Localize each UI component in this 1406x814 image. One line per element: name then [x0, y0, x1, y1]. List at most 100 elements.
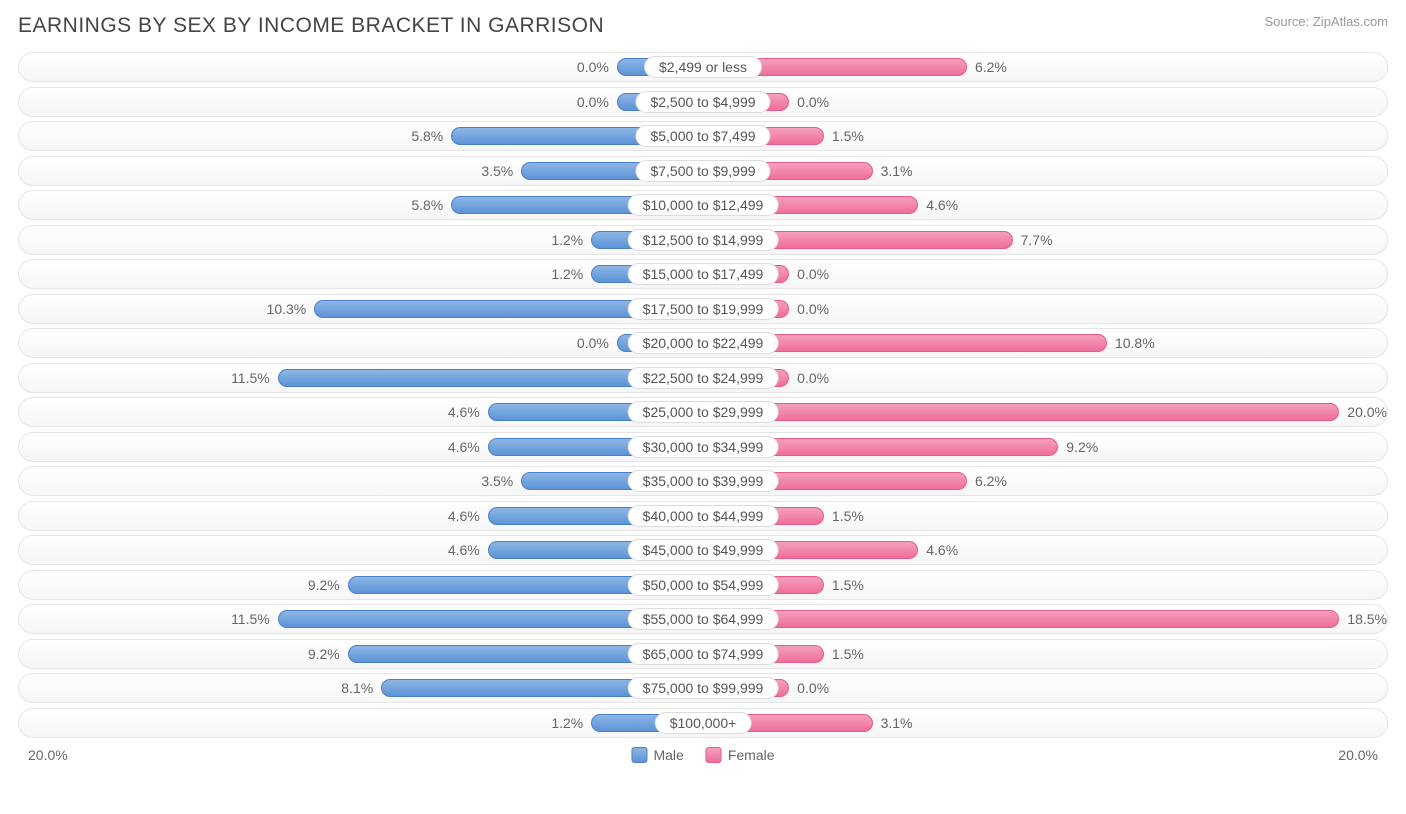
- bracket-label: $50,000 to $54,999: [628, 574, 779, 596]
- male-half: 11.5%: [19, 364, 703, 392]
- female-pct-label: 0.0%: [797, 266, 829, 282]
- chart-row: 4.6%1.5%$40,000 to $44,999: [18, 501, 1388, 531]
- female-pct-label: 9.2%: [1066, 439, 1098, 455]
- chart-row: 5.8% 1.5%$5,000 to $7,499: [18, 121, 1388, 151]
- female-pct-label: 0.0%: [797, 94, 829, 110]
- legend-item-male: Male: [631, 747, 683, 763]
- swatch-female-icon: [706, 747, 722, 763]
- chart-row: 8.1%0.0%$75,000 to $99,999: [18, 673, 1388, 703]
- male-pct-label: 1.2%: [551, 266, 583, 282]
- female-pct-label: 3.1%: [881, 163, 913, 179]
- male-pct-label: 0.0%: [577, 59, 609, 75]
- male-half: 0.0%: [19, 53, 703, 81]
- female-half: 1.5%: [703, 571, 1387, 599]
- chart-row: 11.5%0.0%$22,500 to $24,999: [18, 363, 1388, 393]
- bracket-label: $55,000 to $64,999: [628, 608, 779, 630]
- chart-row: 1.2% 0.0% $15,000 to $17,499: [18, 259, 1388, 289]
- male-pct-label: 8.1%: [341, 680, 373, 696]
- female-half: 0.0%: [703, 364, 1387, 392]
- male-half: 5.8%: [19, 122, 703, 150]
- male-half: 4.6%: [19, 433, 703, 461]
- female-pct-label: 0.0%: [797, 370, 829, 386]
- chart-source: Source: ZipAtlas.com: [1264, 14, 1388, 29]
- male-half: 0.0%: [19, 329, 703, 357]
- legend-male-label: Male: [653, 747, 683, 763]
- female-half: 9.2%: [703, 433, 1387, 461]
- chart-area: 0.0%6.2%$2,499 or less0.0%0.0%$2,500 to …: [18, 52, 1388, 738]
- female-pct-label: 1.5%: [832, 577, 864, 593]
- male-half: 5.8%: [19, 191, 703, 219]
- male-pct-label: 3.5%: [481, 473, 513, 489]
- male-pct-label: 0.0%: [577, 335, 609, 351]
- chart-row: 3.5%6.2%$35,000 to $39,999: [18, 466, 1388, 496]
- female-pct-label: 6.2%: [975, 473, 1007, 489]
- female-pct-label: 20.0%: [1347, 404, 1387, 420]
- female-pct-label: 6.2%: [975, 59, 1007, 75]
- male-pct-label: 4.6%: [448, 439, 480, 455]
- bracket-label: $7,500 to $9,999: [635, 160, 770, 182]
- female-half: 18.5%: [703, 605, 1387, 633]
- chart-row: 9.2% 1.5% $50,000 to $54,999: [18, 570, 1388, 600]
- bracket-label: $100,000+: [655, 712, 752, 734]
- male-half: 1.2%: [19, 260, 703, 288]
- male-pct-label: 11.5%: [231, 370, 270, 386]
- male-pct-label: 10.3%: [267, 301, 307, 317]
- bracket-label: $17,500 to $19,999: [628, 298, 779, 320]
- female-half: 7.7%: [703, 226, 1387, 254]
- chart-row: 3.5% 3.1% $7,500 to $9,999: [18, 156, 1388, 186]
- chart-row: 1.2%3.1%$100,000+: [18, 708, 1388, 738]
- chart-row: 4.6%4.6%$45,000 to $49,999: [18, 535, 1388, 565]
- female-bar: [703, 403, 1339, 421]
- male-pct-label: 4.6%: [448, 508, 480, 524]
- male-half: 4.6%: [19, 502, 703, 530]
- male-pct-label: 5.8%: [411, 128, 443, 144]
- female-half: 3.1%: [703, 709, 1387, 737]
- bracket-label: $65,000 to $74,999: [628, 643, 779, 665]
- bracket-label: $30,000 to $34,999: [628, 436, 779, 458]
- male-half: 10.3%: [19, 295, 703, 323]
- male-pct-label: 9.2%: [308, 577, 340, 593]
- bracket-label: $15,000 to $17,499: [628, 263, 779, 285]
- female-half: 20.0%: [703, 398, 1387, 426]
- female-half: 6.2%: [703, 53, 1387, 81]
- legend-item-female: Female: [706, 747, 775, 763]
- female-pct-label: 1.5%: [832, 646, 864, 662]
- male-half: 3.5%: [19, 157, 703, 185]
- chart-row: 4.6% 9.2% $30,000 to $34,999: [18, 432, 1388, 462]
- male-pct-label: 4.6%: [448, 404, 480, 420]
- female-pct-label: 4.6%: [926, 197, 958, 213]
- female-bar: [703, 610, 1339, 628]
- female-pct-label: 10.8%: [1115, 335, 1155, 351]
- swatch-male-icon: [631, 747, 647, 763]
- chart-row: 5.8% 4.6% $10,000 to $12,499: [18, 190, 1388, 220]
- chart-row: 0.0%6.2%$2,499 or less: [18, 52, 1388, 82]
- female-half: 6.2%: [703, 467, 1387, 495]
- female-half: 0.0%: [703, 674, 1387, 702]
- male-half: 9.2%: [19, 640, 703, 668]
- chart-footer: 20.0% Male Female 20.0%: [18, 742, 1388, 768]
- chart-row: 9.2% 1.5% $65,000 to $74,999: [18, 639, 1388, 669]
- bracket-label: $10,000 to $12,499: [628, 194, 779, 216]
- female-half: 0.0%: [703, 88, 1387, 116]
- male-pct-label: 3.5%: [481, 163, 513, 179]
- chart-row: 4.6%20.0%$25,000 to $29,999: [18, 397, 1388, 427]
- female-half: 10.8%: [703, 329, 1387, 357]
- female-half: 4.6%: [703, 191, 1387, 219]
- bracket-label: $5,000 to $7,499: [635, 125, 770, 147]
- chart-row: 0.0% 10.8% $20,000 to $22,499: [18, 328, 1388, 358]
- male-half: 4.6%: [19, 398, 703, 426]
- bracket-label: $12,500 to $14,999: [628, 229, 779, 251]
- chart-header: EARNINGS BY SEX BY INCOME BRACKET IN GAR…: [18, 14, 1388, 38]
- chart-row: 1.2% 7.7%$12,500 to $14,999: [18, 225, 1388, 255]
- legend-female-label: Female: [728, 747, 775, 763]
- chart-row: 10.3% 0.0%$17,500 to $19,999: [18, 294, 1388, 324]
- male-pct-label: 1.2%: [551, 232, 583, 248]
- male-pct-label: 9.2%: [308, 646, 340, 662]
- female-half: 1.5%: [703, 122, 1387, 150]
- male-half: 11.5%: [19, 605, 703, 633]
- female-pct-label: 18.5%: [1347, 611, 1387, 627]
- bracket-label: $20,000 to $22,499: [628, 332, 779, 354]
- male-half: 3.5%: [19, 467, 703, 495]
- male-pct-label: 11.5%: [231, 611, 270, 627]
- female-half: 0.0%: [703, 295, 1387, 323]
